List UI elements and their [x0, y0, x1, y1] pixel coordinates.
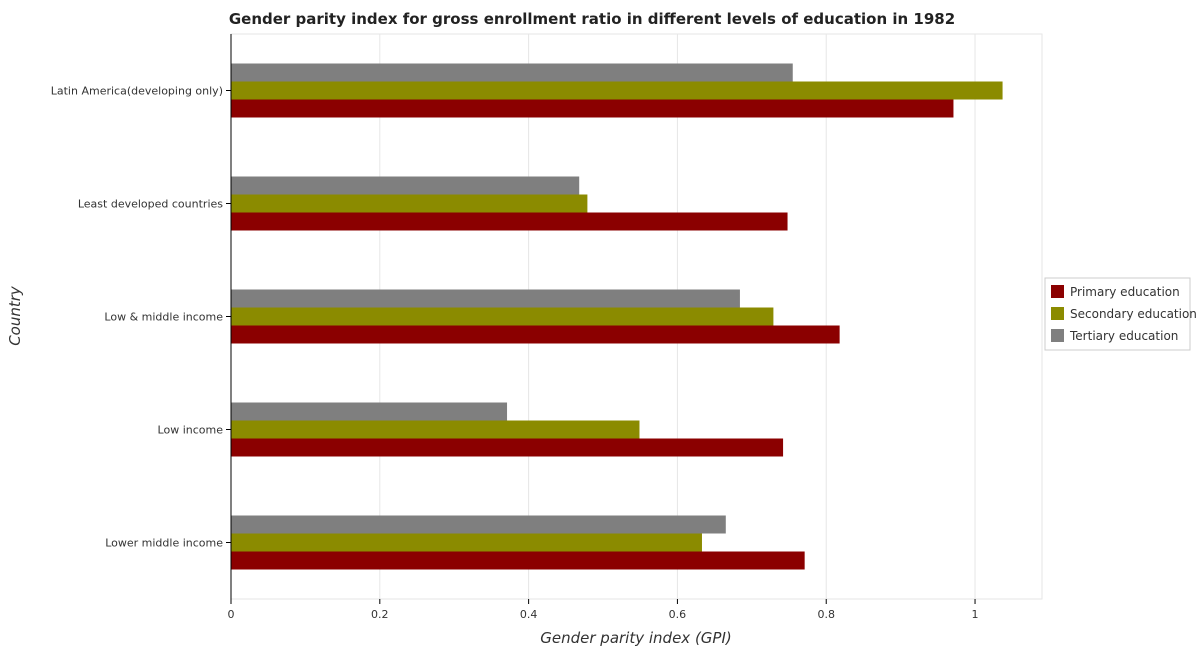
legend: Primary education Secondary education Tert…	[1044, 277, 1197, 351]
x-tick-label: 0.8	[817, 608, 835, 621]
bar-tertiary-education	[231, 176, 580, 195]
bar-primary-education	[231, 325, 840, 344]
bar-secondary-education	[231, 194, 588, 213]
x-axis-ticks: 0 0.2 0.4 0.6 0.8 1	[228, 599, 979, 621]
y-tick-label: Lower middle income	[105, 537, 223, 550]
y-tick-label: Least developed countries	[78, 198, 223, 211]
bar-secondary-education	[231, 81, 1003, 100]
x-tick-label: 0.2	[371, 608, 389, 621]
legend-label: Secondary education	[1070, 307, 1197, 321]
x-tick-label: 0.6	[669, 608, 687, 621]
legend-swatch	[1051, 285, 1064, 298]
bar-primary-education	[231, 99, 954, 118]
legend-swatch	[1051, 329, 1064, 342]
x-tick-label: 0.4	[520, 608, 538, 621]
y-axis-label: Country	[6, 285, 24, 346]
bar-primary-education	[231, 551, 805, 570]
x-tick-label: 1	[972, 608, 979, 621]
legend-box	[1044, 277, 1191, 351]
chart-title: Gender parity index for gross enrollment…	[229, 10, 955, 28]
x-tick-label: 0	[228, 608, 235, 621]
y-axis-ticks: Latin America(developing only) Least deve…	[51, 85, 231, 550]
x-axis-label: Gender parity index (GPI)	[540, 629, 731, 647]
legend-label: Tertiary education	[1069, 329, 1178, 343]
bar-tertiary-education	[231, 402, 508, 421]
bar-secondary-education	[231, 533, 702, 552]
bar-tertiary-education	[231, 63, 793, 82]
bar-secondary-education	[231, 307, 774, 326]
y-tick-label: Low & middle income	[104, 311, 223, 324]
bar-tertiary-education	[231, 289, 740, 308]
bars	[231, 63, 1003, 570]
bar-secondary-education	[231, 420, 640, 439]
y-tick-label: Low income	[158, 424, 224, 437]
y-tick-label: Latin America(developing only)	[51, 85, 223, 98]
legend-label: Primary education	[1070, 285, 1180, 299]
bar-primary-education	[231, 438, 784, 457]
legend-swatch	[1051, 307, 1064, 320]
bar-tertiary-education	[231, 515, 726, 534]
bar-primary-education	[231, 212, 788, 231]
